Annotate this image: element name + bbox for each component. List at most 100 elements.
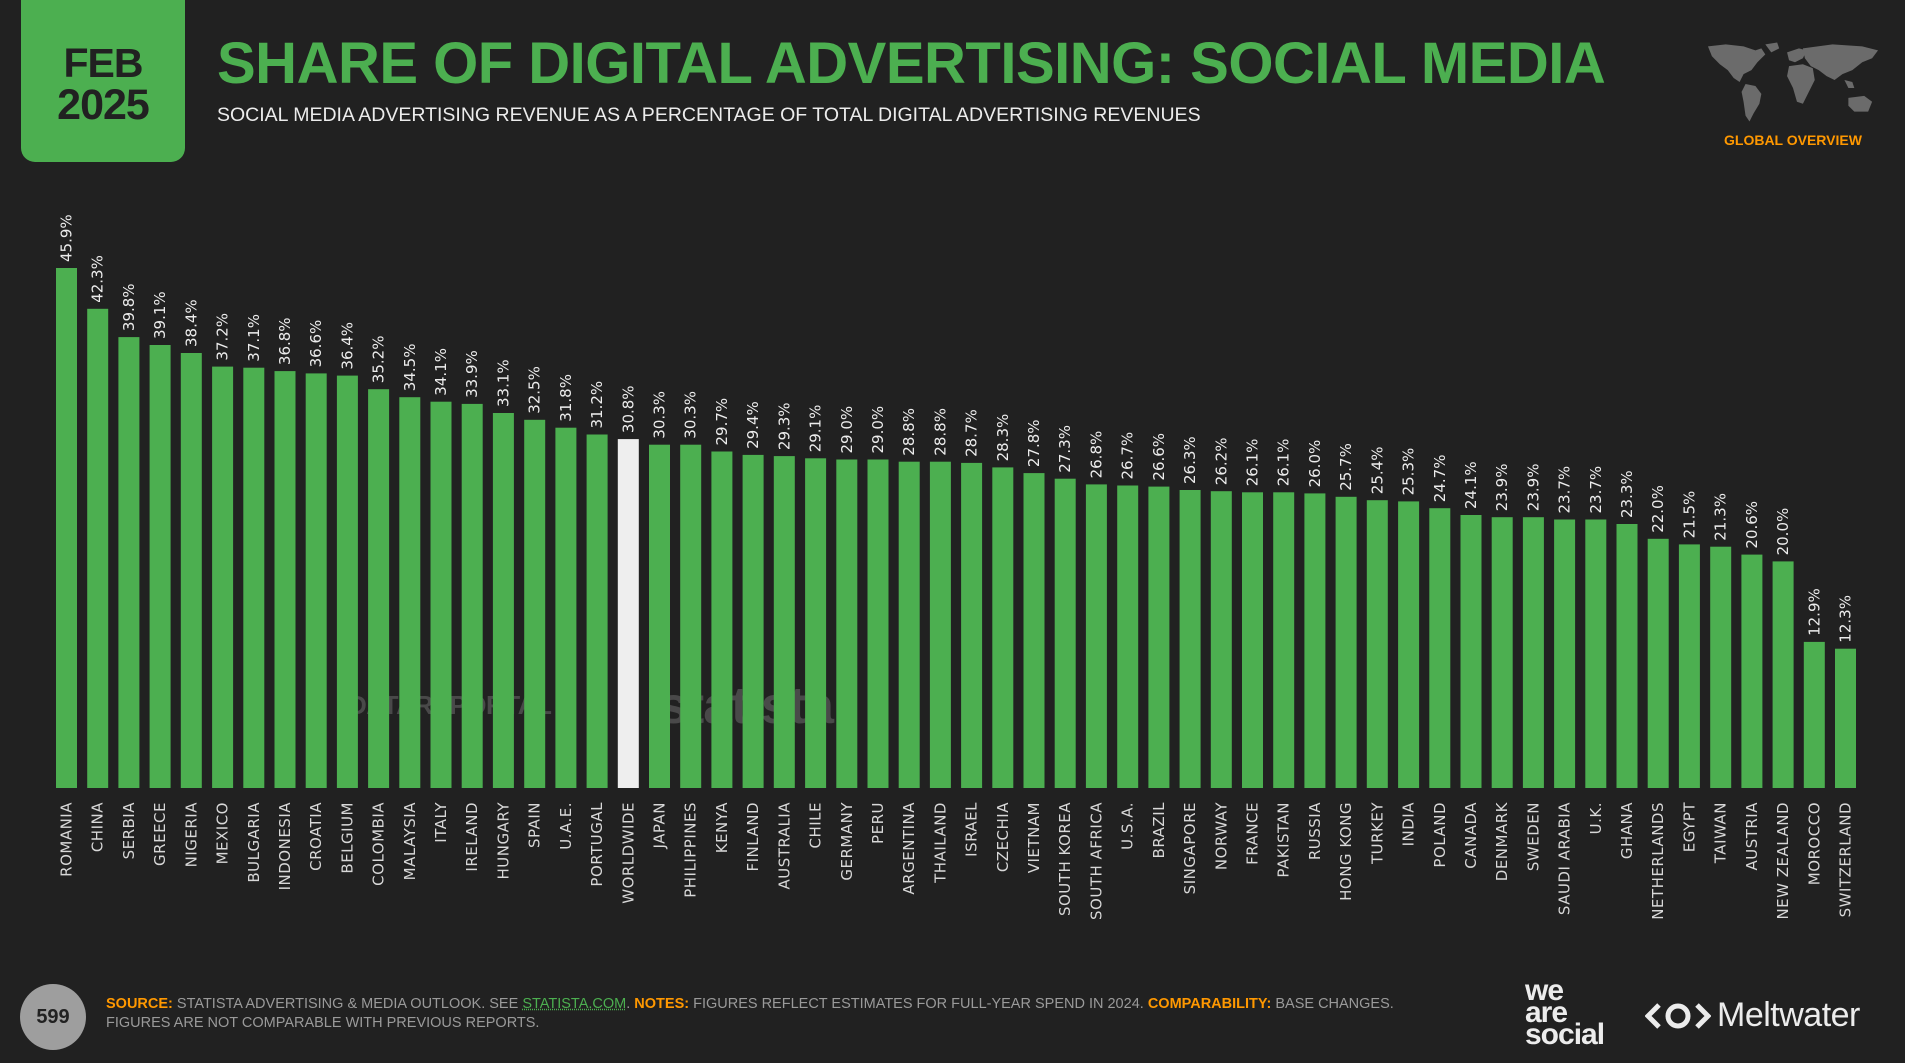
value-label: 28.7% [963,409,981,457]
category-label: CHILE [807,802,825,849]
category-label: ISRAEL [963,802,981,857]
value-label: 26.8% [1087,431,1105,479]
bar [649,444,670,788]
bar [1616,524,1638,788]
bar [368,389,390,788]
value-label: 36.6% [307,320,325,368]
category-label: SWEDEN [1524,802,1542,871]
category-label: U.S.A. [1119,802,1137,850]
bar [149,345,171,788]
category-label: GREECE [151,802,169,866]
date-month: FEB [63,40,144,86]
category-label: SAUDI ARABIA [1556,802,1574,915]
bar [1085,484,1107,788]
bar [274,371,296,788]
bar [1803,641,1825,788]
bar [1522,517,1544,788]
value-label: 26.1% [1244,439,1262,487]
category-label: SOUTH KOREA [1056,802,1074,916]
category-label: COLOMBIA [370,802,388,886]
bar [1398,501,1420,788]
category-label: U.A.E. [557,802,575,850]
category-label: CHINA [89,802,107,852]
bar [805,458,827,788]
value-label: 36.4% [338,322,356,370]
value-label: 12.3% [1837,595,1855,643]
value-label: 33.9% [463,350,481,398]
bar [773,456,795,788]
value-label: 23.7% [1556,466,1574,514]
category-label: BRAZIL [1150,802,1168,859]
bar [1117,485,1139,788]
value-label: 29.0% [838,406,856,454]
bar [586,434,608,788]
source-text: STATISTA ADVERTISING & MEDIA OUTLOOK. SE… [172,996,523,1012]
meltwater-logo: Meltwater [1645,996,1860,1035]
category-label: U.K. [1587,802,1605,834]
bar-chart: 45.9% ROMANIA 42.3% CHINA 39.8% SERBIA 39.1% GR… [56,214,1856,920]
category-label: SPAIN [526,802,544,848]
category-label: NEW ZEALAND [1774,802,1792,920]
value-label: 30.3% [682,391,700,439]
category-label: SINGAPORE [1181,802,1199,894]
value-label: 27.8% [1025,419,1043,467]
bar [836,459,858,788]
category-label: PERU [869,802,887,844]
page-subtitle: SOCIAL MEDIA ADVERTISING REVENUE AS A PE… [217,104,1201,126]
bar [1835,648,1856,788]
value-label: 23.3% [1618,470,1636,518]
value-label: 22.0% [1649,485,1667,533]
category-label: TAIWAN [1712,802,1730,864]
category-label: MOROCCO [1805,802,1823,885]
value-label: 12.9% [1805,588,1823,636]
value-label: 29.0% [869,406,887,454]
bar [399,397,421,788]
category-label: PAKISTAN [1275,802,1293,878]
bar [461,403,483,788]
category-label: FRANCE [1244,802,1262,865]
value-label: 26.2% [1212,438,1230,486]
category-label: KENYA [713,802,731,854]
value-label: 27.3% [1056,425,1074,473]
bar [961,462,983,788]
value-label: 29.7% [713,398,731,446]
category-label: THAILAND [931,802,949,884]
category-label: ITALY [432,802,450,843]
value-label: 24.7% [1431,455,1449,503]
category-label: HONG KONG [1337,802,1355,901]
category-label: AUSTRALIA [775,802,793,890]
value-label: 26.1% [1275,439,1293,487]
bar [992,467,1014,788]
value-label: 25.7% [1337,443,1355,491]
source-key: SOURCE: [106,996,173,1012]
value-label: 37.2% [214,313,232,361]
logo-line: we [1525,974,1564,1007]
source-end: . [626,996,635,1012]
category-label: SOUTH AFRICA [1087,802,1105,920]
category-label: NORWAY [1212,802,1230,870]
date-year: 2025 [57,81,150,129]
bar [1554,519,1576,788]
value-label: 25.4% [1368,447,1386,495]
category-label: HUNGARY [494,802,512,880]
category-label: ARGENTINA [900,802,918,895]
bar [1429,508,1451,788]
value-label: 25.3% [1400,448,1418,496]
statista-link[interactable]: STATISTA.COM [522,996,627,1012]
bar [212,366,234,788]
category-label: GERMANY [838,802,856,881]
bar [898,461,920,788]
value-label: 38.4% [182,299,200,347]
value-label: 28.8% [900,408,918,456]
bar [1335,496,1357,788]
bar [1304,493,1326,788]
category-label: INDONESIA [276,802,294,891]
category-label: PHILIPPINES [682,802,700,898]
value-label: 35.2% [370,336,388,384]
bar [118,337,140,788]
value-label: 24.1% [1462,461,1480,509]
bar [742,454,764,788]
bar [1710,546,1732,788]
comparability-text: BASE CHANGES. FIGURES ARE NOT COMPARABLE… [106,996,1394,1031]
bar [1647,538,1669,788]
